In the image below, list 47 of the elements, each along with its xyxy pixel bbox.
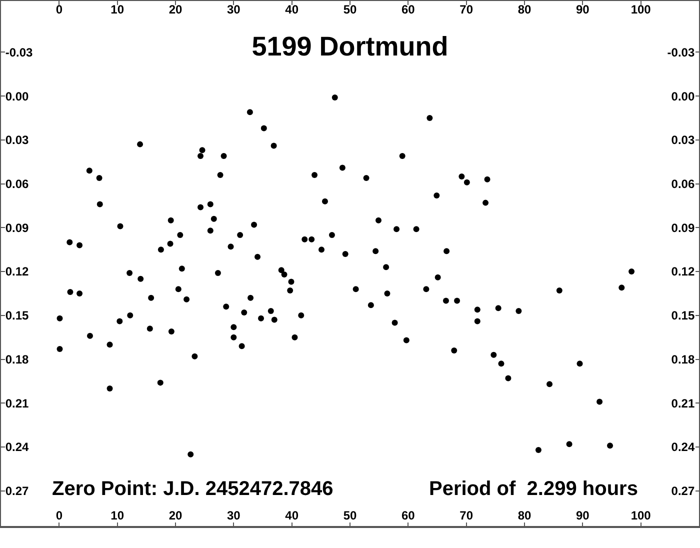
- x-tick-label: 50: [343, 508, 357, 522]
- y2-tick-label: 0.27: [671, 484, 695, 498]
- y-tick-label: 0.09: [5, 220, 30, 235]
- x-tick-label: 60: [401, 508, 416, 522]
- y-tick-label: 0.00: [5, 89, 30, 104]
- x2-tick-label: 70: [460, 2, 474, 17]
- x2-tick-label: 100: [630, 2, 652, 17]
- y-tick-label: 0.12: [5, 264, 30, 279]
- x2-tick-label: 60: [401, 2, 416, 17]
- y-tick-label: 0.03: [5, 133, 30, 148]
- y2-tick-label: 0.24: [671, 440, 695, 454]
- x2-tick-label: 0: [56, 2, 63, 17]
- annotation: Period of 2.299 hours: [429, 478, 638, 500]
- x-tick-label: 100: [630, 508, 652, 522]
- x-tick-label: 0: [56, 508, 63, 522]
- x2-tick-label: 20: [168, 2, 182, 17]
- x2-tick-label: 90: [576, 2, 590, 17]
- y-tick-label: 0.15: [5, 308, 30, 323]
- x2-tick-label: 80: [518, 2, 532, 17]
- x-tick-label: 70: [460, 508, 474, 522]
- y-tick-label: 0.24: [5, 440, 30, 454]
- y2-tick-label: 0.21: [671, 396, 695, 410]
- x2-tick-label: 30: [226, 2, 241, 17]
- y2-tick-label: 0.15: [671, 308, 695, 323]
- annotation: Zero Point: J.D. 2452472.7846: [52, 478, 334, 500]
- y2-tick-label: 0.09: [671, 220, 695, 235]
- x-tick-label: 30: [226, 508, 241, 522]
- y2-tick-label: 0.18: [671, 352, 695, 366]
- x-tick-label: 80: [518, 508, 532, 522]
- y-tick-label: 0.27: [5, 484, 30, 498]
- x2-tick-label: 50: [343, 2, 357, 17]
- y-tick-label: 0.18: [5, 352, 30, 366]
- y2-tick-label: 0.06: [671, 177, 695, 191]
- y-tick-label: -0.03: [5, 45, 34, 60]
- x-tick-label: 40: [285, 508, 299, 522]
- y2-tick-label: 0.03: [671, 133, 695, 148]
- x-tick-label: 10: [110, 508, 124, 522]
- x2-tick-label: 40: [285, 2, 299, 17]
- y-tick-label: 0.21: [5, 396, 30, 410]
- x-tick-label: 20: [168, 508, 182, 522]
- y-tick-label: 0.06: [5, 177, 30, 191]
- x2-tick-label: 10: [110, 2, 124, 17]
- text: 5199 Dortmund: [252, 31, 448, 62]
- y2-tick-label: -0.03: [667, 45, 695, 60]
- x-tick-label: 90: [576, 508, 590, 522]
- y2-tick-label: 0.12: [671, 264, 695, 279]
- y2-tick-label: 0.00: [671, 89, 695, 104]
